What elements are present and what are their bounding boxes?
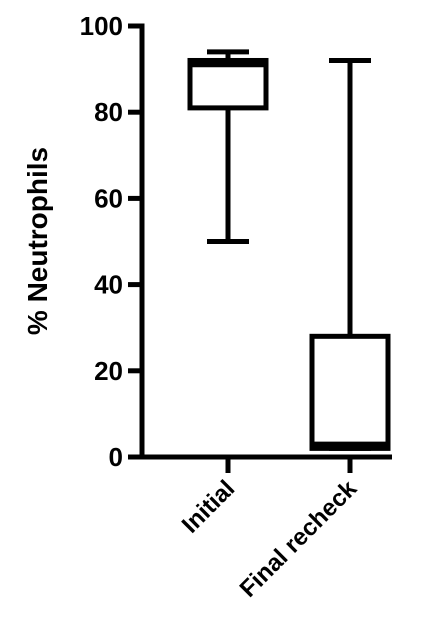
y-tick-label: 20 <box>94 356 123 386</box>
iqr-box <box>187 57 269 111</box>
box-2 <box>309 57 391 451</box>
x-tick-label: Initial <box>177 475 240 538</box>
y-tick-label: 100 <box>80 11 123 41</box>
x-tick-label: Final recheck <box>235 475 363 603</box>
y-axis-title: % Neutrophils <box>22 147 53 335</box>
plot-area <box>187 49 391 451</box>
iqr-box <box>309 333 391 451</box>
y-tick-label: 40 <box>94 270 123 300</box>
box-1 <box>187 49 269 244</box>
y-tick-label: 60 <box>94 183 123 213</box>
y-axis: 0 20 40 60 80 100 <box>80 11 145 472</box>
y-tick-label: 80 <box>94 97 123 127</box>
y-tick-label: 0 <box>109 442 123 472</box>
